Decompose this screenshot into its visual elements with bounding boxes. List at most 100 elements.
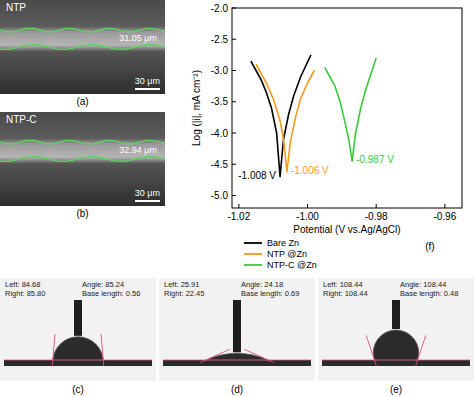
right-angle: Right: 22.45 xyxy=(164,289,204,298)
label: Left: xyxy=(323,280,340,289)
tangent-line xyxy=(416,335,426,365)
tangent-line xyxy=(244,349,273,362)
right-angle: Right: 108.44 xyxy=(323,289,368,298)
value: 0.56 xyxy=(126,289,141,298)
sem-image xyxy=(0,0,165,94)
value: 84.68 xyxy=(22,280,41,289)
scale-bar xyxy=(135,200,160,202)
value: 85.24 xyxy=(105,280,124,289)
value: 85.80 xyxy=(27,289,46,298)
scale-bar xyxy=(135,88,160,90)
angle: Angle: 85.24 xyxy=(82,280,124,289)
coating-edge xyxy=(0,157,165,162)
baseline xyxy=(322,360,470,361)
legend-swatch xyxy=(244,264,262,266)
x-tick xyxy=(307,204,308,208)
y-tick xyxy=(232,70,236,71)
tangent-line xyxy=(366,335,376,365)
value: 108.44 xyxy=(345,289,368,298)
series-line xyxy=(256,64,314,172)
y-tick xyxy=(232,195,236,196)
thickness: 31.05 μm xyxy=(119,33,157,43)
y-axis-title: Log (|i|, mA cm⁻²) xyxy=(191,70,202,146)
tangent-line xyxy=(101,334,104,366)
label: Left: xyxy=(164,280,181,289)
annotation: -0.987 V xyxy=(356,154,394,165)
value: 25.91 xyxy=(181,280,200,289)
y-tick-label: -2.0 xyxy=(211,3,229,14)
droplet xyxy=(373,330,419,360)
coating-edge xyxy=(0,28,165,32)
y-tick-label: -4.5 xyxy=(211,159,229,170)
x-axis-title: Potential (V vs.Ag/AgCl) xyxy=(293,224,400,235)
contact-angle-image xyxy=(0,278,156,381)
base-length: Base length: 0.48 xyxy=(400,289,458,298)
x-tick-label: -1.02 xyxy=(227,211,250,222)
label: Base length: xyxy=(82,289,126,298)
legend-swatch xyxy=(244,242,262,244)
x-tick-label: -0.98 xyxy=(365,211,388,222)
coating-edge xyxy=(0,140,165,144)
label: Angle: xyxy=(241,280,264,289)
scale-bar-label: 30 μm xyxy=(135,76,160,86)
right-angle: Right: 85.80 xyxy=(5,289,45,298)
series-line xyxy=(251,55,311,177)
x-tick xyxy=(376,204,377,208)
panel-label: (b) xyxy=(76,208,88,219)
value: 22.45 xyxy=(186,289,205,298)
left-angle: Left: 108.44 xyxy=(323,280,363,289)
angle: Angle: 108.44 xyxy=(400,280,446,289)
legend-swatch xyxy=(244,253,262,255)
label: Left: xyxy=(5,280,22,289)
y-tick-label: -4.0 xyxy=(211,128,229,139)
figure: NTP 31.05 μm 30 μm (a) NTP-C 32.94 μm 30 μm (b)… xyxy=(0,0,474,397)
sample-name: NTP-C xyxy=(6,114,37,125)
y-tick-label: -3.5 xyxy=(211,96,229,107)
y-tick-label: -5.0 xyxy=(211,190,229,201)
series-line xyxy=(325,58,376,161)
substrate xyxy=(4,360,152,366)
panel-label: (a) xyxy=(76,96,88,107)
substrate xyxy=(322,360,470,366)
needle xyxy=(74,300,82,336)
x-tick xyxy=(238,204,239,208)
panel-label: (e) xyxy=(390,384,402,395)
value: 108.44 xyxy=(340,280,363,289)
label: Base length: xyxy=(400,289,444,298)
value: 0.69 xyxy=(285,289,300,298)
panel-label: (f) xyxy=(425,241,434,252)
needle xyxy=(392,300,400,329)
needle xyxy=(233,300,241,352)
label: Angle: xyxy=(82,280,105,289)
label: Right: xyxy=(323,289,345,298)
value: 24.18 xyxy=(264,280,283,289)
label: Right: xyxy=(5,289,27,298)
thickness: 32.94 μm xyxy=(119,145,157,155)
contact-angle-image xyxy=(159,278,315,381)
left-angle: Left: 84.68 xyxy=(5,280,40,289)
y-tick-label: -3.0 xyxy=(211,65,229,76)
label: Right: xyxy=(164,289,186,298)
y-tick-label: -2.5 xyxy=(211,34,229,45)
panel-label: (c) xyxy=(72,384,84,395)
plot-frame xyxy=(232,8,462,208)
base-length: Base length: 0.69 xyxy=(241,289,299,298)
legend-label: Bare Zn xyxy=(267,238,299,248)
baseline xyxy=(4,360,152,361)
legend-label: NTP @Zn xyxy=(267,249,307,259)
tangent-line xyxy=(200,349,229,362)
legend-label: NTP-C @Zn xyxy=(267,260,317,270)
y-tick xyxy=(232,133,236,134)
droplet xyxy=(53,337,103,360)
scale-bar-label: 30 μm xyxy=(135,188,160,198)
annotation: -1.006 V xyxy=(291,165,329,176)
y-tick xyxy=(232,164,236,165)
x-tick-label: -1.00 xyxy=(296,211,319,222)
x-tick xyxy=(444,204,445,208)
label: Base length: xyxy=(241,289,285,298)
left-angle: Left: 25.91 xyxy=(164,280,199,289)
y-tick xyxy=(232,101,236,102)
sample-name: NTP xyxy=(6,2,26,13)
annotation: -1.008 V xyxy=(238,170,276,181)
contact-angle-image xyxy=(318,278,474,381)
